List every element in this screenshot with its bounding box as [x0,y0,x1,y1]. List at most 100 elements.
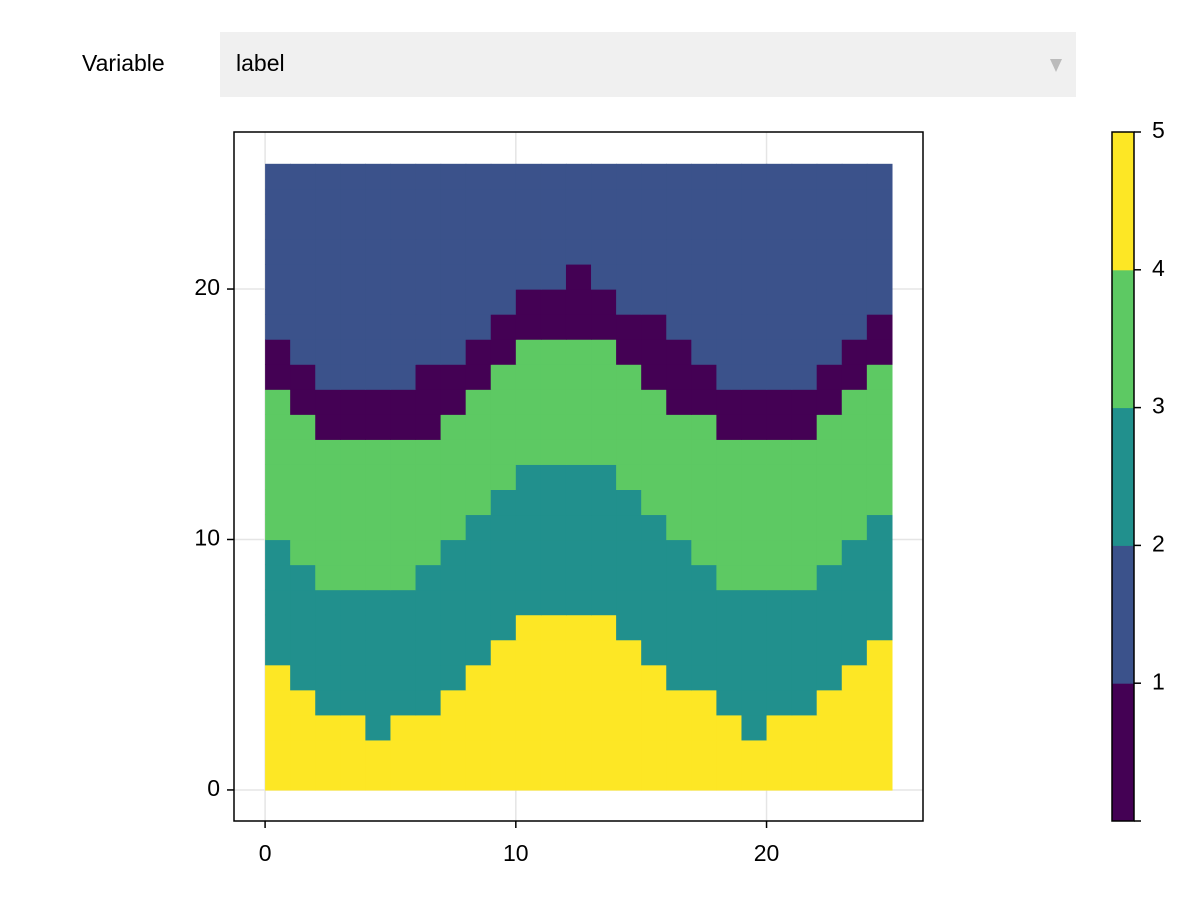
heatmap-cell [290,639,316,666]
heatmap-cell [616,364,642,390]
heatmap-cell [616,539,642,566]
heatmap-cell [791,514,818,541]
heatmap-cell [290,213,316,240]
heatmap-cell [841,714,868,741]
heatmap-cell [616,263,642,290]
heatmap-cell [365,614,392,641]
heatmap-cell [691,514,718,541]
heatmap-cell [540,289,567,315]
heatmap-cell [841,238,868,265]
heatmap-cell [866,263,893,290]
heatmap-cell [540,489,567,516]
heatmap-cell [390,739,417,766]
heatmap-cell [565,213,592,240]
heatmap-cell [716,213,743,240]
heatmap-cell [315,439,341,465]
heatmap-cell [866,188,893,215]
heatmap-cell [766,364,793,390]
heatmap-cell [716,439,743,465]
heatmap-cell [440,364,467,390]
heatmap-cell [265,163,291,190]
heatmap-cell [691,464,718,490]
heatmap-cell [390,439,417,465]
dropdown-value[interactable]: label [236,50,285,76]
heatmap-cell [691,539,718,566]
heatmap-cell [365,489,392,516]
heatmap-cell [866,689,893,716]
heatmap-cell [866,589,893,616]
heatmap-cell [440,764,467,791]
heatmap-cell [465,539,492,566]
heatmap-cell [565,414,592,440]
heatmap-cell [390,339,417,365]
heatmap-cell [616,414,642,440]
heatmap-cell [290,414,316,440]
heatmap-cell [290,664,316,691]
heatmap-cell [340,289,366,315]
heatmap-cell [591,263,617,290]
heatmap-cell [265,389,291,415]
heatmap-cell [340,389,366,415]
heatmap-cell [265,263,291,290]
heatmap-cell [791,464,818,490]
heatmap-cell [465,764,492,791]
heatmap-cell [290,464,316,490]
heatmap-cell [741,439,768,465]
heatmap-cell [265,739,291,766]
heatmap-cell [415,289,442,315]
heatmap-cell [641,238,667,265]
heatmap-cell [365,664,392,691]
heatmap-cell [565,439,592,465]
heatmap-cell [641,689,667,716]
heatmap-cell [565,539,592,566]
colorbar-tick-label: 2 [1152,530,1165,556]
heatmap-cell [515,188,542,215]
heatmap-cell [390,289,417,315]
heatmap-cell [691,314,718,340]
heatmap-cell [691,188,718,215]
heatmap-cell [315,289,341,315]
heatmap-cell [591,714,617,741]
heatmap-cell [841,764,868,791]
heatmap-cell [265,689,291,716]
heatmap-cell [716,714,743,741]
heatmap-cell [866,364,893,390]
heatmap-cell [515,689,542,716]
heatmap-cell [791,364,818,390]
heatmap-cell [440,464,467,490]
heatmap-cell [741,364,768,390]
dropdown[interactable] [220,32,1076,97]
x-tick-label: 20 [754,840,780,866]
heatmap-cell [791,389,818,415]
heatmap-cell [365,238,392,265]
heatmap-cell [666,514,692,541]
heatmap-cell [365,364,392,390]
heatmap-cell [666,314,692,340]
heatmap-cell [591,213,617,240]
heatmap-cell [766,414,793,440]
heatmap-cell [290,238,316,265]
heatmap-cell [716,614,743,641]
heatmap-cell [540,263,567,290]
heatmap-cell [866,639,893,666]
dropdown-arrow[interactable] [1050,59,1062,72]
heatmap-cell [565,163,592,190]
heatmap-cell [641,314,667,340]
heatmap-cell [265,589,291,616]
colorbar-tick-label: 5 [1152,117,1165,143]
heatmap-cell [841,364,868,390]
heatmap-cell [766,464,793,490]
heatmap-cell [866,389,893,415]
heatmap-cell [791,339,818,365]
heatmap-cell [591,238,617,265]
heatmap-cell [816,213,843,240]
heatmap-cell [565,764,592,791]
heatmap-cell [390,639,417,666]
heatmap-cell [540,564,567,591]
heatmap-cell [315,213,341,240]
heatmap-cell [365,213,392,240]
heatmap-cell [265,339,291,365]
heatmap-cell [691,364,718,390]
heatmap-cell [716,489,743,516]
heatmap-cell [716,414,743,440]
